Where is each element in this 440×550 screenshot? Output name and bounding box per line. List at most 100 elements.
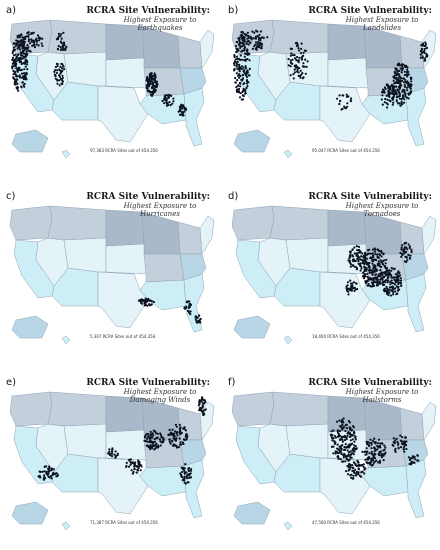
rcra-site-dot — [246, 31, 249, 34]
rcra-site-dot — [344, 448, 347, 451]
rcra-site-dot — [394, 450, 397, 453]
rcra-site-dot — [348, 421, 351, 424]
rcra-site-dot — [254, 41, 258, 44]
rcra-site-dot — [244, 65, 247, 68]
rcra-site-dot — [50, 477, 53, 480]
rcra-site-dot — [38, 474, 41, 477]
rcra-site-dot — [248, 52, 251, 56]
panel-label: a) — [6, 5, 17, 16]
rcra-site-dot — [111, 450, 114, 453]
rcra-site-dot — [14, 42, 17, 45]
rcra-site-dot — [338, 425, 342, 428]
rcra-site-dot — [385, 94, 388, 97]
rcra-site-dot — [56, 65, 59, 68]
rcra-site-dot — [136, 469, 140, 472]
rcra-site-dot — [373, 250, 377, 253]
rcra-site-dot — [403, 450, 406, 453]
rcra-site-dot — [55, 472, 58, 475]
rcra-site-dot — [234, 45, 237, 48]
rcra-site-dot — [397, 282, 401, 285]
rcra-site-dot — [186, 300, 190, 303]
rcra-site-dot — [386, 98, 389, 101]
rcra-site-dot — [374, 253, 377, 256]
rcra-site-dot — [177, 446, 180, 449]
rcra-site-dot — [23, 82, 26, 85]
rcra-site-dot — [355, 268, 359, 271]
rcra-site-dot — [11, 56, 15, 60]
rcra-site-dot — [401, 103, 404, 106]
rcra-site-dot — [336, 420, 339, 423]
region-new-england — [199, 29, 215, 69]
rcra-site-dot — [258, 33, 261, 36]
rcra-sites-layer — [137, 297, 202, 324]
rcra-site-dot — [407, 254, 410, 257]
rcra-site-dot — [114, 450, 117, 453]
rcra-site-dot — [390, 84, 393, 88]
rcra-site-dot — [352, 450, 355, 453]
rcra-site-dot — [345, 438, 348, 441]
rcra-site-dot — [183, 481, 186, 484]
rcra-site-dot — [180, 475, 183, 478]
rcra-site-dot — [239, 54, 242, 57]
rcra-site-dot — [411, 455, 414, 458]
rcra-site-dot — [137, 460, 140, 464]
rcra-site-dot — [368, 261, 371, 265]
rcra-site-dot — [168, 428, 171, 431]
rcra-site-dot — [243, 46, 247, 49]
rcra-site-dot — [242, 70, 245, 73]
rcra-site-dot — [20, 33, 23, 36]
rcra-site-dot — [376, 445, 379, 448]
rcra-site-dot — [151, 86, 154, 89]
states-layer — [231, 19, 437, 159]
rcra-site-dot — [183, 471, 186, 474]
rcra-site-dot — [396, 440, 399, 443]
rcra-site-dot — [25, 35, 28, 38]
rcra-site-dot — [153, 430, 157, 433]
rcra-site-dot — [179, 428, 182, 432]
rcra-site-dot — [242, 44, 245, 47]
rcra-site-dot — [134, 461, 137, 464]
rcra-site-dot — [57, 32, 61, 35]
region-mountain-central — [63, 51, 107, 87]
rcra-site-dot — [19, 48, 22, 51]
rcra-site-dot — [348, 468, 351, 471]
rcra-site-dot — [37, 36, 40, 40]
rcra-site-dot — [401, 65, 404, 68]
rcra-site-dot — [402, 441, 405, 444]
rcra-site-dot — [20, 43, 23, 46]
rcra-site-dot — [240, 67, 243, 71]
rcra-site-dot — [392, 444, 395, 447]
rcra-site-dot — [303, 65, 306, 68]
region-hawaii — [61, 335, 71, 345]
rcra-site-dot — [62, 48, 65, 52]
rcra-site-dot — [149, 444, 152, 447]
rcra-site-dot — [342, 427, 345, 430]
rcra-site-dot — [290, 52, 293, 55]
rcra-site-dot — [419, 53, 422, 56]
rcra-site-dot — [420, 48, 423, 51]
rcra-site-dot — [391, 103, 394, 106]
rcra-site-dot — [149, 439, 152, 442]
rcra-site-dot — [410, 90, 413, 93]
rcra-site-dot — [19, 76, 22, 79]
rcra-site-dot — [409, 83, 412, 86]
rcra-site-dot — [393, 278, 396, 281]
rcra-site-dot — [287, 64, 290, 67]
rcra-site-dot — [238, 44, 241, 47]
rcra-site-dot — [405, 96, 409, 99]
region-new-england — [421, 401, 437, 441]
rcra-site-dot — [348, 288, 351, 291]
rcra-site-dot — [27, 40, 30, 43]
map-subtitle: Highest Exposure to Damaging Winds — [123, 388, 197, 404]
rcra-site-dot — [246, 69, 249, 72]
rcra-site-dot — [334, 452, 337, 455]
rcra-site-dot — [21, 36, 24, 39]
rcra-site-dot — [235, 55, 238, 58]
rcra-site-dot — [355, 245, 358, 248]
region-mountain-central — [285, 237, 329, 273]
rcra-site-dot — [403, 101, 406, 104]
rcra-site-dot — [348, 259, 351, 262]
rcra-site-dot — [370, 450, 373, 453]
rcra-site-dot — [241, 35, 244, 38]
rcra-site-dot — [16, 75, 19, 78]
